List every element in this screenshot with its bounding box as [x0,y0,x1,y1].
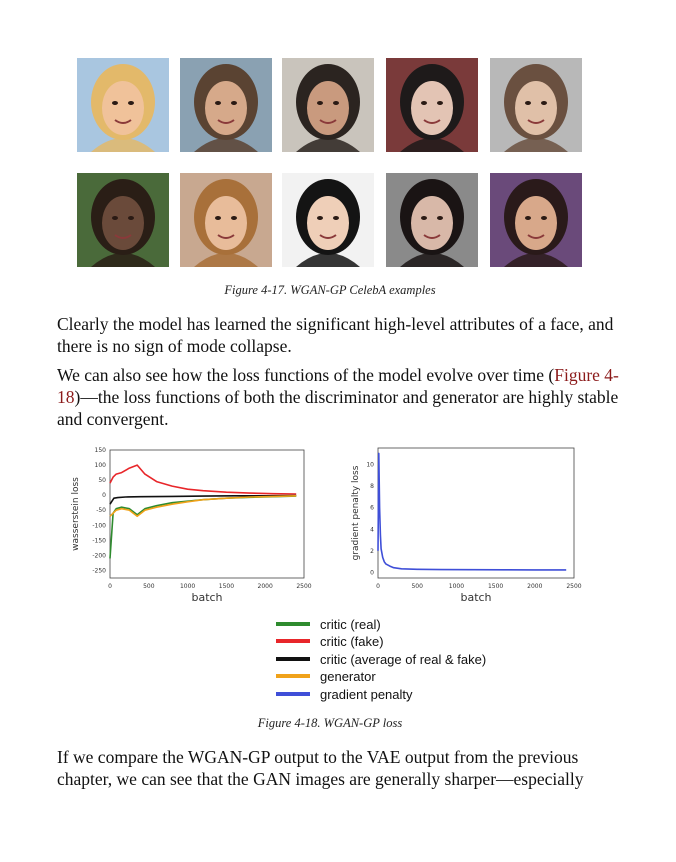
x-tick-label: 1500 [219,583,234,590]
y-tick-label: -150 [92,537,106,544]
legend-swatch [276,674,310,678]
generated-face-image [490,58,582,152]
generated-face-image [490,173,582,267]
paragraph-3: If we compare the WGAN-GP output to the … [57,747,584,789]
y-tick-label: -50 [96,507,106,514]
figure-18-caption: Figure 4-18. WGAN-GP loss [257,716,403,730]
paragraph-2-after: )—the loss functions of both the discrim… [57,387,619,429]
y-tick-label: 150 [95,447,107,454]
generated-face-image [282,58,374,152]
x-axis-label: batch [191,591,222,604]
x-tick-label: 2000 [258,583,273,590]
legend-swatch [276,657,310,661]
x-tick-label: 2500 [566,583,581,590]
y-tick-label: 4 [370,526,374,533]
paragraph-2-before: We can also see how the loss functions o… [57,365,555,385]
legend-label: critic (average of real & fake) [320,651,487,667]
y-tick-label: -250 [92,567,106,574]
y-tick-label: 50 [98,477,106,484]
series-line [109,495,297,518]
y-tick-label: 100 [95,462,107,469]
paragraph-2: We can also see how the loss functions o… [57,364,627,430]
y-tick-label: -100 [92,522,106,529]
legend-item: gradient penalty [276,686,413,702]
wasserstein-loss-chart: 0 500 1000 1500 2000 2500150100500-50-100-150… [71,447,312,604]
generated-face-image [180,58,272,152]
gradient-penalty-chart: 0 500 1000 1500 2000 2500 10 8 6 4 2 0 batch gradient… [351,447,582,604]
legend-item: critic (fake) [276,633,384,649]
y-axis-label: gradient penalty loss [351,465,361,560]
legend-label: critic (real) [320,616,381,632]
legend-item: critic (average of real & fake) [276,651,486,667]
generated-face-image [386,58,478,152]
x-tick-label: 2000 [527,583,542,590]
y-axis-label: wasserstein loss [71,477,81,551]
figure-18-link[interactable]: Figure 4-18 [57,365,619,407]
y-tick-label: 0 [102,492,106,499]
legend-label: gradient penalty [320,686,413,702]
x-tick-label: 1000 [449,583,464,590]
x-tick-label: 0 [376,583,380,590]
paragraph-1: Clearly the model has learned the signif… [57,314,614,356]
x-tick-label: 500 [143,583,155,590]
legend-item: critic (real) [276,616,381,632]
x-tick-label: 2500 [296,583,311,590]
x-tick-label: 1500 [488,583,503,590]
y-tick-label: 0 [370,570,374,577]
series-line [109,464,297,495]
x-axis-label: batch [460,591,491,604]
series-line [377,452,567,571]
y-tick-label: 6 [370,505,374,512]
generated-face-image [282,173,374,267]
generated-face-image [77,58,169,152]
legend-swatch [276,692,310,696]
x-tick-label: 500 [411,583,423,590]
x-tick-label: 1000 [180,583,195,590]
generated-face-image [386,173,478,267]
series-line [109,494,297,505]
y-tick-label: 2 [370,548,374,555]
y-tick-label: -200 [92,552,106,559]
generated-face-image [77,173,169,267]
y-tick-label: 10 [366,461,374,468]
legend-swatch [276,622,310,626]
legend-item: generator [276,668,376,684]
generated-face-image [180,173,272,267]
legend-label: critic (fake) [320,633,384,649]
y-tick-label: 8 [370,483,374,490]
plot-area [377,447,575,579]
legend-swatch [276,639,310,643]
x-tick-label: 0 [108,583,112,590]
figure-17-caption: Figure 4-17. WGAN-GP CelebA examples [224,283,436,297]
legend-label: generator [320,668,376,684]
